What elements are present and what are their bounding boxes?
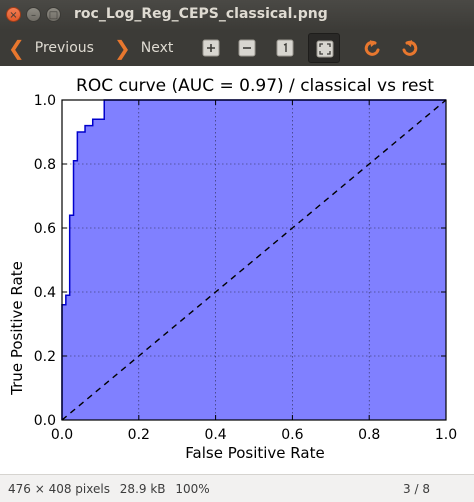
y-tick-label: 0.0 (34, 413, 56, 429)
best-fit-icon (314, 38, 336, 60)
y-tick-label: 0.2 (34, 349, 56, 365)
rotate-right-icon[interactable] (398, 37, 420, 59)
y-tick-label: 1.0 (34, 93, 56, 109)
x-tick-label: 0.8 (358, 427, 380, 443)
y-tick-label: 0.6 (34, 221, 56, 237)
image-position: 3 / 8 (403, 482, 430, 496)
previous-label: Previous (35, 40, 94, 56)
next-button[interactable]: ❯ Next (114, 30, 173, 66)
y-axis-label: True Positive Rate (8, 261, 26, 396)
x-tick-label: 0.6 (281, 427, 303, 443)
best-fit-button[interactable] (308, 33, 340, 63)
normal-size-icon[interactable] (274, 37, 296, 59)
rotate-left-icon[interactable] (362, 37, 384, 59)
toolbar: ❮ Previous ❯ Next (0, 30, 474, 66)
zoom-level: 100% (175, 482, 209, 496)
zoom-out-icon[interactable] (236, 37, 258, 59)
y-tick-label: 0.8 (34, 157, 56, 173)
file-size: 28.9 kB (120, 482, 166, 496)
next-label: Next (141, 40, 174, 56)
title-bar: × – □ roc_Log_Reg_CEPS_classical.png (0, 0, 474, 30)
x-tick-label: 0.2 (128, 427, 150, 443)
minimize-window-button[interactable]: – (26, 7, 41, 22)
roc-chart: ROC curve (AUC = 0.97) / classical vs re… (0, 66, 474, 474)
image-dimensions: 476 × 408 pixels (8, 482, 110, 496)
x-tick-label: 1.0 (435, 427, 457, 443)
y-tick-label: 0.4 (34, 285, 56, 301)
x-axis-label: False Positive Rate (185, 444, 324, 462)
x-tick-label: 0.0 (51, 427, 73, 443)
window-title: roc_Log_Reg_CEPS_classical.png (74, 6, 328, 22)
image-canvas[interactable]: ROC curve (AUC = 0.97) / classical vs re… (0, 66, 474, 474)
close-window-button[interactable]: × (6, 7, 21, 22)
maximize-window-button[interactable]: □ (46, 7, 61, 22)
x-tick-label: 0.4 (204, 427, 226, 443)
chevron-right-icon: ❯ (114, 38, 131, 58)
chevron-left-icon: ❮ (8, 38, 25, 58)
status-bar: 476 × 408 pixels 28.9 kB 100% 3 / 8 (0, 474, 474, 502)
previous-button[interactable]: ❮ Previous (8, 30, 94, 66)
zoom-in-icon[interactable] (200, 37, 222, 59)
chart-title: ROC curve (AUC = 0.97) / classical vs re… (76, 76, 434, 96)
